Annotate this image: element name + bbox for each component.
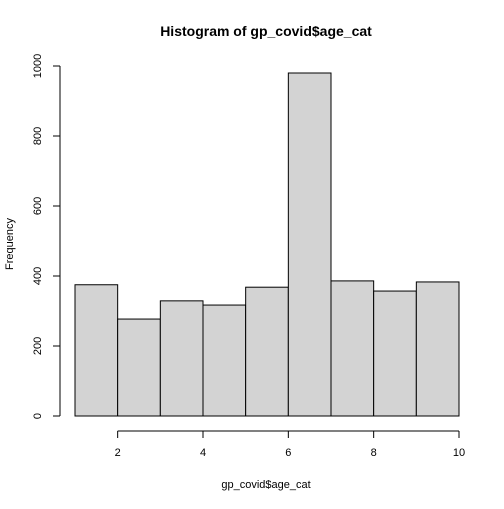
y-tick-label: 1000 (32, 54, 44, 78)
bars-group (74, 72, 460, 417)
histogram-bar (202, 304, 247, 417)
y-tick-label: 400 (32, 267, 44, 285)
y-tick-label: 800 (32, 127, 44, 145)
y-tick-label: 0 (32, 413, 44, 419)
x-tick-label: 2 (115, 447, 121, 459)
x-axis-label: gp_covid$age_cat (221, 479, 310, 491)
chart-title: Histogram of gp_covid$age_cat (160, 23, 372, 39)
x-tick-label: 10 (453, 447, 465, 459)
histogram-bar (159, 300, 204, 417)
histogram-bar (415, 281, 460, 417)
histogram-bar (245, 286, 289, 417)
y-axis: 0 200 400 600 800 1000 (32, 54, 61, 419)
x-axis: 2 4 6 8 10 (115, 430, 465, 459)
histogram-bar (117, 318, 161, 417)
histogram-bar (287, 72, 332, 417)
histogram-bar (373, 290, 417, 417)
x-tick-label: 4 (200, 447, 206, 459)
y-axis-label: Frequency (4, 218, 16, 270)
histogram-bar (330, 280, 375, 417)
histogram-bar (74, 284, 119, 417)
y-tick-label: 600 (32, 197, 44, 215)
x-tick-label: 6 (285, 447, 291, 459)
y-tick-label: 200 (32, 337, 44, 355)
x-tick-label: 8 (371, 447, 377, 459)
